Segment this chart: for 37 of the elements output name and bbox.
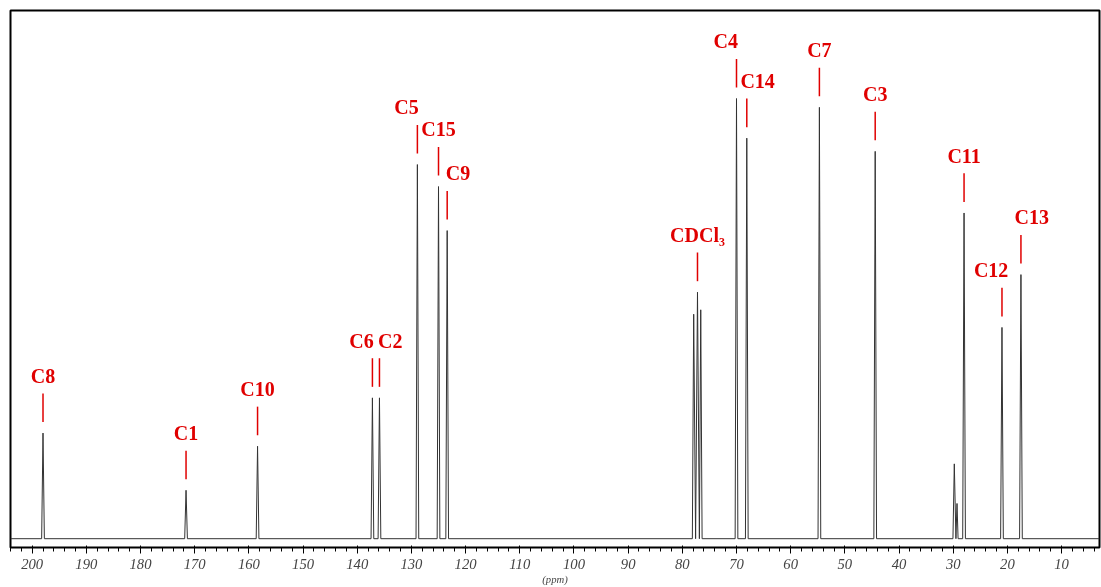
annotation: C12 [973,259,1009,282]
annotation: C9 [445,162,471,185]
x-tick-label: 110 [509,555,531,572]
annotation: C14 [740,69,775,92]
x-tick-label: 120 [454,555,478,572]
x-tick-label: 20 [1000,555,1016,572]
x-tick-label: 10 [1054,555,1070,572]
annotation: C13 [1014,206,1050,229]
annotation: C5 [394,96,419,119]
x-tick-label: 40 [891,555,908,572]
annotation: C7 [807,39,832,62]
x-tick-label: 100 [562,555,586,572]
x-tick-label: 90 [620,555,637,572]
x-tick-label: 160 [237,555,261,572]
annotation: C1 [173,422,199,445]
annotation: CDCl₃ [670,223,725,246]
annotation: C4 [713,30,738,53]
x-axis-title: (ppm) [542,573,569,586]
x-tick-label: 190 [75,555,99,572]
x-tick-label: 170 [183,555,207,572]
annotation: C10 [240,378,275,401]
annotation: C15 [421,118,456,141]
annotation: C3 [862,83,888,106]
x-tick-label: 50 [837,555,853,572]
x-tick-label: 150 [292,555,315,572]
x-tick-label: 200 [21,555,44,572]
x-tick-label: 130 [400,555,424,572]
x-tick-label: 70 [729,555,745,572]
annotation: C11 [947,144,981,167]
x-tick-label: 180 [129,555,153,572]
annotation: C8 [30,364,56,387]
x-tick-label: 140 [346,555,369,572]
annotation: C6 [349,329,374,352]
x-tick-label: 80 [674,555,691,572]
x-tick-label: 60 [783,555,799,572]
x-tick-label: 30 [944,555,962,572]
annotation: C2 [378,329,403,352]
